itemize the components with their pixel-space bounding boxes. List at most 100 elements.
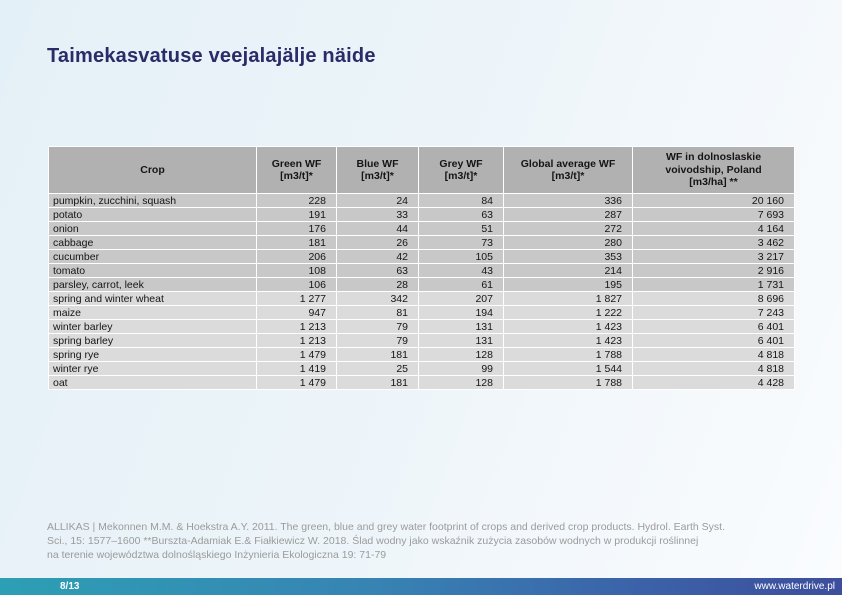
- value-cell: 1 213: [256, 319, 337, 334]
- table-row: winter rye 1 419 25 99 1 544 4 818: [48, 361, 795, 376]
- value-cell: 181: [336, 347, 419, 362]
- table-row: spring rye 1 479 181 128 1 788 4 818: [48, 347, 795, 362]
- value-cell: 131: [418, 333, 504, 348]
- value-cell: 26: [336, 235, 419, 250]
- crop-cell: potato: [48, 207, 257, 222]
- value-cell: 1 423: [503, 333, 633, 348]
- value-cell: 128: [418, 347, 504, 362]
- table-row: potato 191 33 63 287 7 693: [48, 207, 795, 222]
- table-row: maize 947 81 194 1 222 7 243: [48, 305, 795, 320]
- table-row: winter barley 1 213 79 131 1 423 6 401: [48, 319, 795, 334]
- value-cell: 20 160: [632, 193, 795, 208]
- value-cell: 1 827: [503, 291, 633, 306]
- value-cell: 353: [503, 249, 633, 264]
- value-cell: 272: [503, 221, 633, 236]
- column-header-green-wf: Green WF [m3/t]*: [256, 146, 337, 194]
- value-cell: 8 696: [632, 291, 795, 306]
- crop-cell: cabbage: [48, 235, 257, 250]
- bottom-bar: 8/13 www.waterdrive.pl: [0, 578, 842, 595]
- value-cell: 947: [256, 305, 337, 320]
- table-row: onion 176 44 51 272 4 164: [48, 221, 795, 236]
- value-cell: 176: [256, 221, 337, 236]
- column-header-blue-wf: Blue WF [m3/t]*: [336, 146, 419, 194]
- value-cell: 131: [418, 319, 504, 334]
- page-title: Taimekasvatuse veejalajälje näide: [47, 45, 376, 67]
- value-cell: 51: [418, 221, 504, 236]
- crop-cell: pumpkin, zucchini, squash: [48, 193, 257, 208]
- value-cell: 7 243: [632, 305, 795, 320]
- value-cell: 6 401: [632, 333, 795, 348]
- value-cell: 99: [418, 361, 504, 376]
- value-cell: 214: [503, 263, 633, 278]
- table-row: oat 1 479 181 128 1 788 4 428: [48, 375, 795, 390]
- value-cell: 81: [336, 305, 419, 320]
- value-cell: 4 164: [632, 221, 795, 236]
- value-cell: 280: [503, 235, 633, 250]
- value-cell: 33: [336, 207, 419, 222]
- value-cell: 1 277: [256, 291, 337, 306]
- crop-cell: tomato: [48, 263, 257, 278]
- value-cell: 2 916: [632, 263, 795, 278]
- citation-line: ALLIKAS | Mekonnen M.M. & Hoekstra A.Y. …: [47, 521, 726, 533]
- value-cell: 128: [418, 375, 504, 390]
- value-cell: 42: [336, 249, 419, 264]
- value-cell: 1 788: [503, 347, 633, 362]
- website-link[interactable]: www.waterdrive.pl: [754, 581, 835, 592]
- value-cell: 3 217: [632, 249, 795, 264]
- value-cell: 44: [336, 221, 419, 236]
- column-header-poland-wf: WF in dolnoslaskie voivodship, Poland [m…: [632, 146, 795, 194]
- header-row: Crop Green WF [m3/t]* Blue WF [m3/t]* Gr…: [48, 146, 795, 194]
- table-row: tomato 108 63 43 214 2 916: [48, 263, 795, 278]
- value-cell: 228: [256, 193, 337, 208]
- value-cell: 25: [336, 361, 419, 376]
- value-cell: 28: [336, 277, 419, 292]
- value-cell: 43: [418, 263, 504, 278]
- table-row: spring and winter wheat 1 277 342 207 1 827 8…: [48, 291, 795, 306]
- value-cell: 1 731: [632, 277, 795, 292]
- crop-cell: spring barley: [48, 333, 257, 348]
- value-cell: 7 693: [632, 207, 795, 222]
- value-cell: 1 419: [256, 361, 337, 376]
- crop-cell: winter barley: [48, 319, 257, 334]
- value-cell: 79: [336, 333, 419, 348]
- value-cell: 1 788: [503, 375, 633, 390]
- value-cell: 73: [418, 235, 504, 250]
- value-cell: 191: [256, 207, 337, 222]
- citation-line: Sci., 15: 1577–1600 **Burszta-Adamiak E.…: [47, 535, 699, 547]
- source-citation: ALLIKAS | Mekonnen M.M. & Hoekstra A.Y. …: [47, 520, 827, 562]
- value-cell: 24: [336, 193, 419, 208]
- value-cell: 181: [256, 235, 337, 250]
- value-cell: 106: [256, 277, 337, 292]
- crop-cell: maize: [48, 305, 257, 320]
- value-cell: 4 818: [632, 347, 795, 362]
- table-body: pumpkin, zucchini, squash 228 24 84 336 20 16…: [48, 193, 795, 390]
- value-cell: 195: [503, 277, 633, 292]
- value-cell: 342: [336, 291, 419, 306]
- table-row: cucumber 206 42 105 353 3 217: [48, 249, 795, 264]
- value-cell: 207: [418, 291, 504, 306]
- value-cell: 4 428: [632, 375, 795, 390]
- value-cell: 1 479: [256, 347, 337, 362]
- citation-line: na terenie województwa dolnośląskiego In…: [47, 549, 387, 561]
- value-cell: 63: [336, 263, 419, 278]
- value-cell: 63: [418, 207, 504, 222]
- table-row: spring barley 1 213 79 131 1 423 6 401: [48, 333, 795, 348]
- crop-cell: cucumber: [48, 249, 257, 264]
- table-row: cabbage 181 26 73 280 3 462: [48, 235, 795, 250]
- crop-cell: oat: [48, 375, 257, 390]
- crop-cell: winter rye: [48, 361, 257, 376]
- value-cell: 1 479: [256, 375, 337, 390]
- value-cell: 287: [503, 207, 633, 222]
- column-header-grey-wf: Grey WF [m3/t]*: [418, 146, 504, 194]
- value-cell: 1 213: [256, 333, 337, 348]
- value-cell: 194: [418, 305, 504, 320]
- value-cell: 61: [418, 277, 504, 292]
- value-cell: 206: [256, 249, 337, 264]
- crop-cell: spring rye: [48, 347, 257, 362]
- page-number: 8/13: [60, 581, 80, 592]
- column-header-global-avg-wf: Global average WF [m3/t]*: [503, 146, 633, 194]
- value-cell: 4 818: [632, 361, 795, 376]
- value-cell: 1 423: [503, 319, 633, 334]
- table-row: pumpkin, zucchini, squash 228 24 84 336 20 16…: [48, 193, 795, 208]
